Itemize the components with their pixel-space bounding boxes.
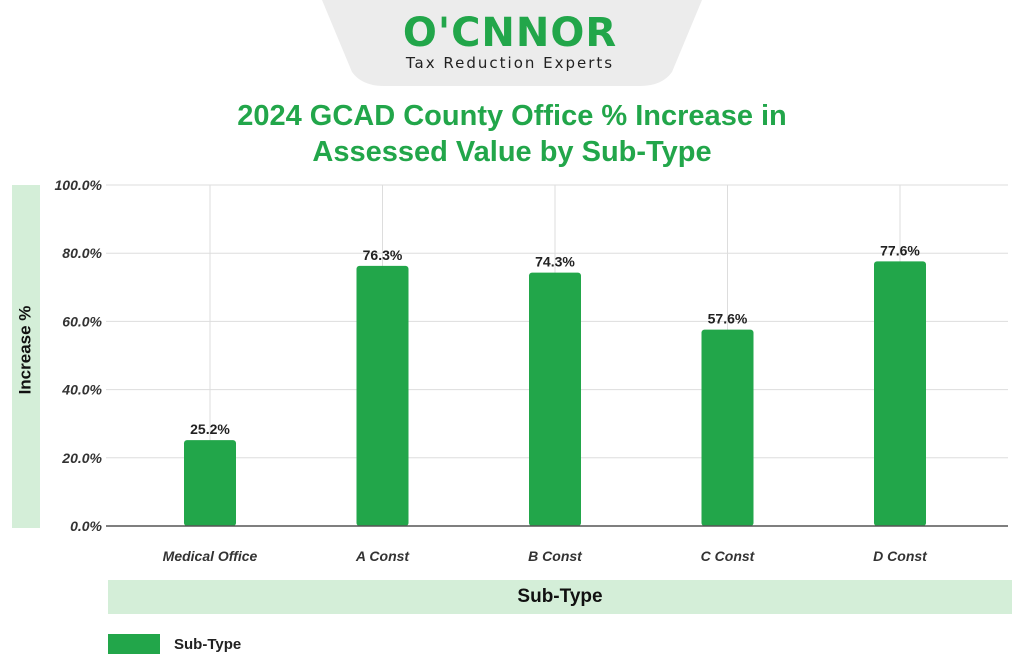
- chart-title-line-2: Assessed Value by Sub-Type: [312, 136, 712, 168]
- chart-title-line-1: 2024 GCAD County Office % Increase in: [237, 100, 787, 132]
- y-tick-label: 60.0%: [62, 313, 102, 329]
- brand-logo-right: NNOR: [481, 10, 618, 56]
- x-axis-label: Sub-Type: [517, 586, 603, 607]
- data-label: 77.6%: [880, 242, 920, 258]
- brand-logo: O'CNNOR: [330, 10, 690, 56]
- y-tick-label: 20.0%: [61, 450, 102, 466]
- y-tick-label: 40.0%: [61, 382, 102, 398]
- x-axis-label-panel: Sub-Type: [108, 580, 1012, 614]
- bar-3: [529, 272, 581, 526]
- x-tick-label: D Const: [873, 548, 928, 564]
- x-tick-label: B Const: [528, 548, 583, 564]
- x-tick-label: A Const: [355, 548, 410, 564]
- bar-chart: 0.0% 20.0% 40.0% 60.0% 80.0% 100.0% 25.2% Medic…: [55, 177, 1008, 564]
- y-tick-label: 80.0%: [62, 245, 102, 261]
- data-label: 76.3%: [363, 247, 403, 263]
- y-tick-label: 0.0%: [70, 518, 102, 534]
- brand-tagline: Tax Reduction Experts: [405, 54, 615, 72]
- legend-label: Sub-Type: [174, 635, 242, 653]
- legend: Sub-Type: [108, 634, 241, 654]
- x-tick-label: C Const: [701, 548, 756, 564]
- y-tick-label: 100.0%: [55, 177, 103, 193]
- brand-logo-left: O'C: [402, 10, 482, 56]
- bar-5: [874, 261, 926, 526]
- bar-4: [701, 329, 754, 526]
- chart-title: 2024 GCAD County Office % Increase in As…: [112, 98, 912, 170]
- data-label: 25.2%: [190, 421, 230, 437]
- bar-2: [356, 265, 409, 526]
- bar-1: [184, 440, 236, 526]
- x-tick-label: Medical Office: [163, 548, 258, 564]
- logo-tab: [322, 0, 702, 86]
- y-axis-label-panel: [12, 185, 40, 528]
- data-label: 74.3%: [535, 254, 575, 270]
- data-label: 57.6%: [708, 311, 748, 327]
- legend-swatch: [108, 634, 160, 654]
